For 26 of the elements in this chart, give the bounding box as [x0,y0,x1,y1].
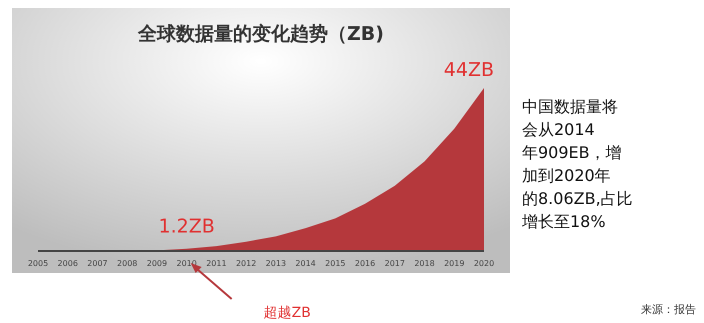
x-tick-label: 2009 [146,259,168,268]
x-tick-label: 2014 [295,259,316,268]
source-note: 来源：报告 [641,303,696,316]
text: 年909EB，增 [522,143,622,162]
text: 的8.06ZB,占比 [522,189,633,208]
x-tick-label: 2017 [384,259,405,268]
text: 加到2020年 [522,166,611,185]
text: 增长至18% [521,212,606,231]
text: 超越ZB [264,305,311,321]
chart-title: 全球数据量的变化趋势（ZB) [137,23,384,45]
x-tick-label: 2007 [87,259,108,268]
text: 会从2014 [522,120,595,139]
x-tick-label: 2012 [236,259,256,268]
x-tick-label: 2013 [266,259,286,268]
x-tick-label: 2020 [474,259,494,268]
x-tick-label: 2008 [117,259,138,268]
text: 中国数据量将 [522,97,618,116]
x-tick-label: 2018 [414,259,435,268]
x-tick-label: 2011 [206,259,227,268]
x-tick-label: 2015 [325,259,346,268]
x-tick-label: 2016 [354,259,376,268]
annotation: 1.2ZB [158,216,215,238]
x-tick-label: 2019 [444,259,464,268]
x-tick-label: 2006 [58,259,78,268]
annotation: 44ZB [444,59,494,81]
x-tick-label: 2005 [28,259,48,268]
